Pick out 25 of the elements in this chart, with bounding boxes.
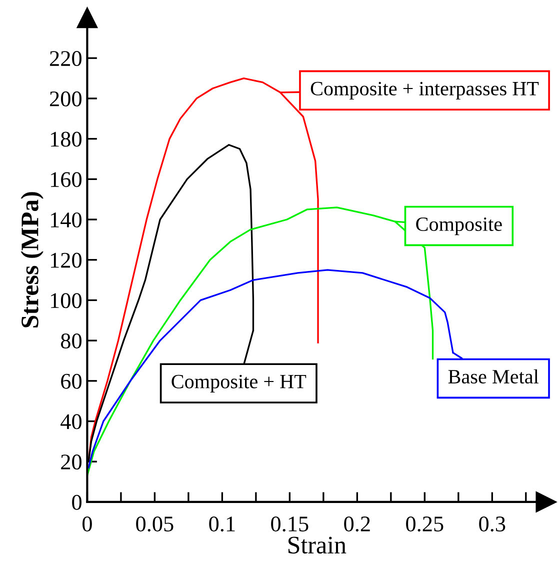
x-tick-label: 0 [82, 516, 92, 532]
x-tick-label: 0.3 [479, 516, 506, 532]
x-axis-title: Strain [288, 536, 346, 554]
y-tick-label: 100 [50, 293, 82, 308]
x-tick-label: 0.15 [271, 516, 308, 532]
y-tick-label: 40 [60, 414, 82, 430]
annotation: Base Metal [448, 369, 539, 384]
y-tick-label: 220 [50, 51, 82, 66]
y-tick-label: 120 [50, 252, 82, 268]
y-tick-label: 200 [50, 91, 82, 106]
y-tick-label: 60 [61, 374, 82, 389]
annotation: Composite [416, 217, 502, 236]
y-tick-label: 0 [72, 494, 82, 510]
y-tick-label: 20 [61, 454, 82, 470]
y-tick-label: 180 [50, 132, 82, 147]
y-tick-label: 160 [50, 172, 82, 188]
x-tick-label: 0.25 [406, 516, 444, 532]
annotation: Composite + HT [172, 374, 306, 392]
y-axis-title: Stress (MPa) [20, 192, 44, 328]
x-tick-label: 0.05 [136, 516, 174, 532]
y-tick-label: 80 [60, 333, 82, 348]
x-tick-label: 0.1 [209, 516, 235, 532]
x-tick-label: 0.2 [344, 516, 370, 532]
y-tick-label: 140 [50, 212, 82, 228]
annotation: Composite + interpasses HT [310, 82, 539, 100]
